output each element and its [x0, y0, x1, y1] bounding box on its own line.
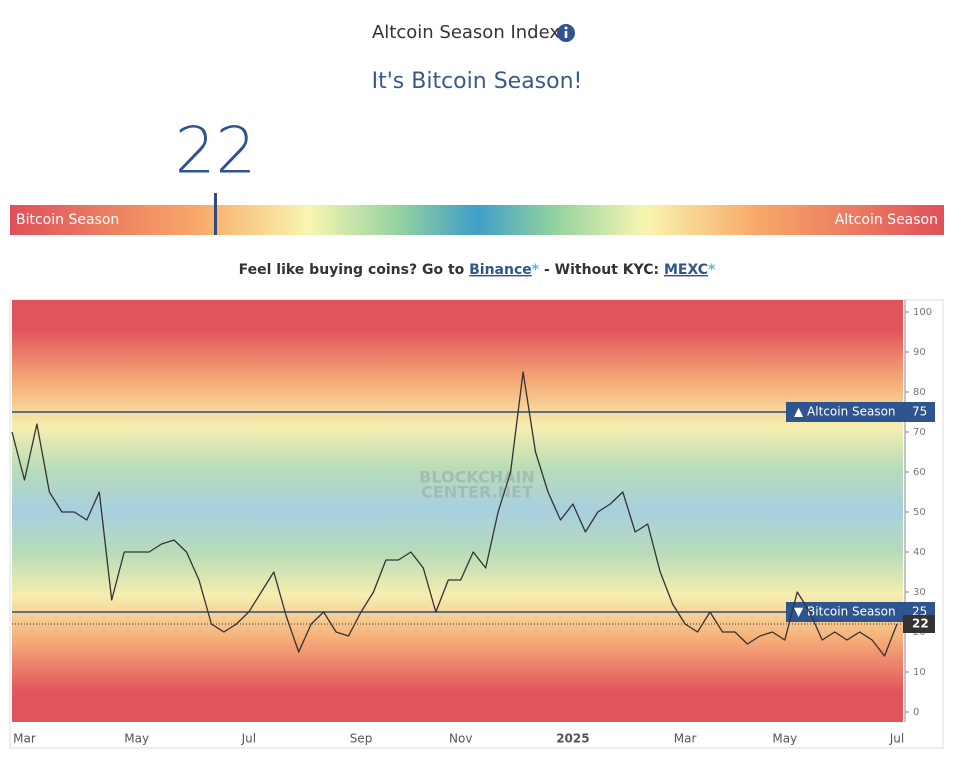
y-tick-label: 40 [913, 547, 926, 558]
chart-background [12, 300, 903, 722]
gauge-left-label: Bitcoin Season [16, 212, 119, 228]
x-tick-label: Jul [241, 732, 256, 746]
y-tick-label: 80 [913, 387, 926, 398]
watermark: CENTER.NET [421, 483, 533, 502]
x-tick-label: Sep [350, 732, 373, 746]
gauge: Bitcoin Season Altcoin Season [10, 205, 944, 235]
current-value-label: 22 [912, 617, 929, 631]
x-tick-label: Jul [889, 732, 904, 746]
y-tick-label: 50 [913, 507, 926, 518]
x-tick-label: May [124, 732, 149, 746]
binance-star: * [532, 262, 540, 278]
mexc-link[interactable]: MEXC [664, 262, 708, 278]
reference-value: 75 [912, 405, 927, 419]
info-icon-dot [564, 26, 568, 30]
binance-link[interactable]: Binance [469, 262, 532, 278]
x-tick-label: Mar [13, 732, 36, 746]
x-tick-label: May [772, 732, 797, 746]
index-line [11, 371, 898, 657]
current-value-box [903, 615, 935, 633]
y-tick-label: 70 [913, 427, 926, 438]
y-tick-label: 30 [913, 587, 926, 598]
reference-label: ▼ Bitcoin Season [794, 605, 896, 619]
x-tick-label: Mar [674, 732, 697, 746]
page-subtitle: It's Bitcoin Season! [372, 69, 583, 94]
gauge-bar [10, 205, 944, 235]
page-title: Altcoin Season Index [372, 22, 560, 43]
y-tick-label: 0 [913, 707, 919, 718]
info-icon-stem [564, 31, 568, 38]
reference-label-box [786, 402, 935, 422]
gauge-value: 22 [175, 115, 256, 189]
y-tick-label: 90 [913, 347, 926, 358]
y-tick-label: 10 [913, 667, 926, 678]
reference-label: ▲ Altcoin Season [794, 405, 896, 419]
reference-label-box [786, 602, 935, 622]
gauge-right-label: Altcoin Season [835, 212, 938, 228]
promo-lead: Feel like buying coins? Go to [239, 262, 465, 278]
promo-middle: - Without KYC: [544, 262, 659, 278]
y-tick-label: 100 [913, 307, 932, 318]
mexc-star: * [708, 262, 716, 278]
x-tick-label: Nov [449, 732, 472, 746]
x-tick-label: 2025 [556, 732, 589, 746]
watermark: BLOCKCHAIN [419, 468, 535, 487]
y-tick-label: 60 [913, 467, 926, 478]
info-icon[interactable] [557, 24, 575, 42]
promo-text: Feel like buying coins? Go to Binance* -… [239, 262, 716, 278]
